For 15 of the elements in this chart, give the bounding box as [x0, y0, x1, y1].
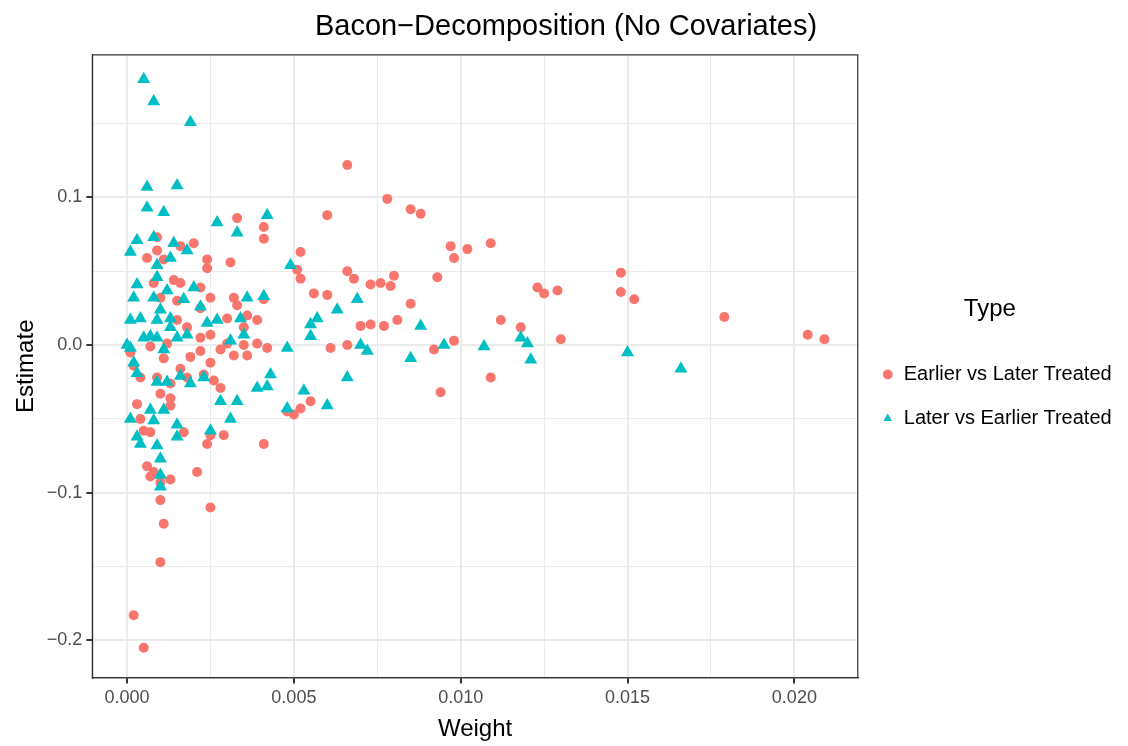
x-tick-label: 0.020: [771, 687, 817, 708]
x-tick-label: 0.005: [271, 687, 317, 708]
x-tick-label: 0.000: [104, 687, 150, 708]
y-tick-label: −0.1: [46, 481, 83, 502]
y-tick-label: 0.0: [57, 334, 83, 355]
y-tick-label: −0.2: [46, 629, 83, 650]
legend-label: Later vs Earlier Treated: [903, 405, 1112, 428]
legend-label: Earlier vs Later Treated: [903, 361, 1112, 384]
chart-title: Bacon−Decomposition (No Covariates): [314, 9, 818, 42]
x-tick-label: 0.010: [438, 687, 484, 708]
legend-title: Type: [963, 294, 1016, 322]
y-axis-title: Estimate: [11, 319, 39, 413]
x-axis-title: Weight: [437, 714, 513, 742]
y-tick-label: 0.1: [57, 186, 83, 207]
x-tick-label: 0.015: [605, 687, 651, 708]
